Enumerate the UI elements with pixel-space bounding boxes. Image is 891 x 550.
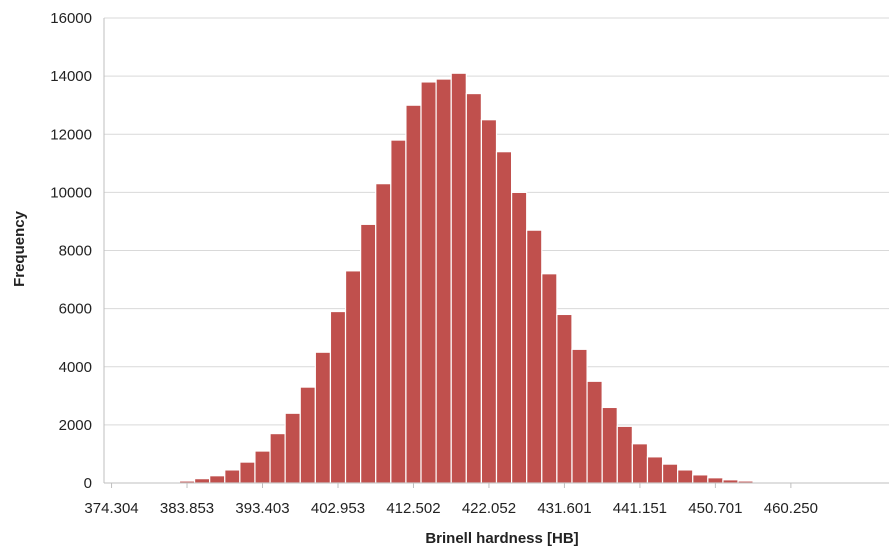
y-tick-label: 6000 — [59, 301, 92, 318]
y-tick-labels: 0 2000 4000 6000 8000 10000 12000 14000 16000 — [50, 10, 92, 492]
x-tick-label: 383.853 — [160, 500, 214, 517]
histogram-bar — [510, 191, 528, 484]
histogram-bar — [360, 223, 377, 484]
histogram-bar — [526, 229, 543, 484]
x-tick-label: 431.601 — [537, 500, 591, 517]
histogram-bar — [661, 463, 679, 484]
x-tick-label: 412.502 — [386, 500, 440, 517]
histogram-bar — [541, 273, 558, 484]
histogram-bar — [375, 183, 392, 484]
histogram-bar — [314, 351, 332, 484]
x-axis-title: Brinell hardness [HB] — [425, 530, 578, 547]
histogram-bar — [616, 425, 633, 484]
y-tick-label: 12000 — [50, 126, 92, 143]
histogram-bar — [405, 104, 422, 484]
histogram-bar — [677, 469, 694, 484]
histogram-bar — [299, 386, 316, 484]
x-tick-labels: 374.304 383.853 393.403 402.953 412.502 422.0… — [84, 500, 818, 517]
histogram-bar — [344, 270, 362, 484]
histogram-bar — [239, 461, 256, 484]
histogram-bar — [420, 81, 437, 484]
x-tick-label: 450.701 — [688, 500, 742, 517]
histogram-bar — [390, 139, 407, 484]
histogram-bar — [571, 348, 588, 484]
y-tick-label: 16000 — [50, 10, 92, 27]
histogram-bar — [209, 475, 226, 484]
histogram-bar — [556, 313, 573, 484]
y-tick-label: 14000 — [50, 68, 92, 85]
x-tick-label: 374.304 — [84, 500, 138, 517]
y-tick-label: 0 — [84, 475, 92, 492]
histogram-bar — [193, 478, 211, 484]
histogram-bar — [692, 474, 709, 484]
histogram-bar — [435, 78, 452, 484]
x-tick-label: 402.953 — [311, 500, 365, 517]
y-tick-label: 10000 — [50, 184, 92, 201]
bars — [178, 72, 784, 484]
y-tick-label: 2000 — [59, 417, 92, 434]
histogram-bar — [631, 443, 649, 484]
histogram-bar — [646, 456, 664, 484]
x-tick-label: 441.151 — [613, 500, 667, 517]
histogram-bar — [495, 151, 513, 484]
x-tick-label: 393.403 — [235, 500, 289, 517]
histogram-bar — [254, 450, 271, 484]
x-tick-label: 460.250 — [764, 500, 818, 517]
y-tick-label: 8000 — [59, 243, 92, 260]
histogram-bar — [284, 412, 301, 484]
histogram-bar — [586, 380, 603, 484]
y-axis-title: Frequency — [11, 210, 28, 287]
histogram-bar — [329, 310, 347, 484]
y-tick-label: 4000 — [59, 359, 92, 376]
histogram-bar — [224, 469, 241, 484]
x-tick-label: 422.052 — [462, 500, 516, 517]
histogram-bar — [465, 92, 483, 484]
histogram-bar — [707, 477, 724, 484]
histogram-bar — [269, 432, 286, 484]
histogram-bar — [480, 119, 498, 484]
histogram-bar — [601, 406, 618, 484]
histogram-bar — [450, 72, 467, 484]
axes — [103, 18, 889, 488]
